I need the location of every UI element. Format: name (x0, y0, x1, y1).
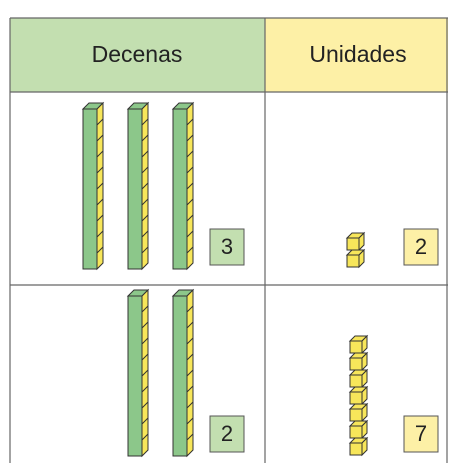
rod-stripe (141, 150, 149, 158)
cube-side (358, 248, 365, 269)
rod-stripe (141, 134, 149, 142)
rod-stripe (186, 401, 194, 409)
rod-stripe (186, 166, 194, 174)
units-count: 2 (415, 234, 427, 259)
rod-front (82, 108, 98, 270)
header-units: Unidades (309, 41, 406, 67)
cube-front (349, 340, 363, 354)
rod-stripe (96, 182, 104, 190)
rod-stripe (186, 230, 194, 238)
cube-front (349, 425, 363, 439)
rod-stripe (141, 198, 149, 206)
rod-stripe (186, 246, 194, 254)
cube-side (361, 368, 368, 389)
rod-front (127, 108, 143, 270)
cube-side (361, 402, 368, 423)
rod-front (172, 295, 188, 457)
rod-stripe (141, 417, 149, 425)
rod-stripe (141, 305, 149, 313)
rod-stripe (96, 118, 104, 126)
rod-stripe (141, 118, 149, 126)
rod-front (127, 295, 143, 457)
rod-stripe (96, 214, 104, 222)
header-tens: Decenas (92, 41, 183, 67)
rod-stripe (141, 230, 149, 238)
rod-stripe (186, 214, 194, 222)
rod-stripe (186, 321, 194, 329)
header-units-cell (265, 18, 448, 92)
rod-stripe (186, 150, 194, 158)
rod-stripe (186, 417, 194, 425)
rod-stripe (96, 246, 104, 254)
header-tens-cell (10, 18, 265, 92)
rod-stripe (141, 182, 149, 190)
cube-side (361, 419, 368, 440)
cube-front (349, 442, 363, 456)
rod-stripe (186, 182, 194, 190)
rod-stripe (141, 353, 149, 361)
rod-stripe (96, 198, 104, 206)
rod-stripe (186, 337, 194, 345)
cube-front (349, 391, 363, 405)
count-box (403, 415, 439, 453)
cube-side (361, 436, 368, 457)
rod-stripe (141, 401, 149, 409)
rod-stripe (96, 230, 104, 238)
tens-count: 2 (221, 421, 233, 446)
cube-front (346, 237, 360, 251)
count-box (209, 415, 245, 453)
rod-stripe (141, 369, 149, 377)
count-box (209, 228, 245, 266)
cube-side (361, 334, 368, 355)
rod-stripe (186, 118, 194, 126)
rod-stripe (186, 369, 194, 377)
rod-stripe (96, 166, 104, 174)
rod-stripe (141, 321, 149, 329)
grid (9, 17, 448, 463)
rod-stripe (186, 134, 194, 142)
rod-front (172, 108, 188, 270)
rod-stripe (186, 385, 194, 393)
count-box (403, 228, 439, 266)
rod-stripe (186, 433, 194, 441)
rod-stripe (141, 337, 149, 345)
rod-stripe (141, 166, 149, 174)
cube-front (349, 408, 363, 422)
rod-stripe (141, 433, 149, 441)
cube-front (346, 254, 360, 268)
cube-side (361, 385, 368, 406)
rod-stripe (141, 385, 149, 393)
cube-side (361, 351, 368, 372)
cube-side (358, 231, 365, 252)
rod-stripe (186, 198, 194, 206)
cube-front (349, 357, 363, 371)
rod-stripe (96, 150, 104, 158)
rod-stripe (186, 353, 194, 361)
rod-stripe (96, 134, 104, 142)
tens-count: 3 (221, 234, 233, 259)
rod-stripe (141, 214, 149, 222)
rod-stripe (141, 246, 149, 254)
rod-stripe (186, 305, 194, 313)
cube-front (349, 374, 363, 388)
units-count: 7 (415, 421, 427, 446)
